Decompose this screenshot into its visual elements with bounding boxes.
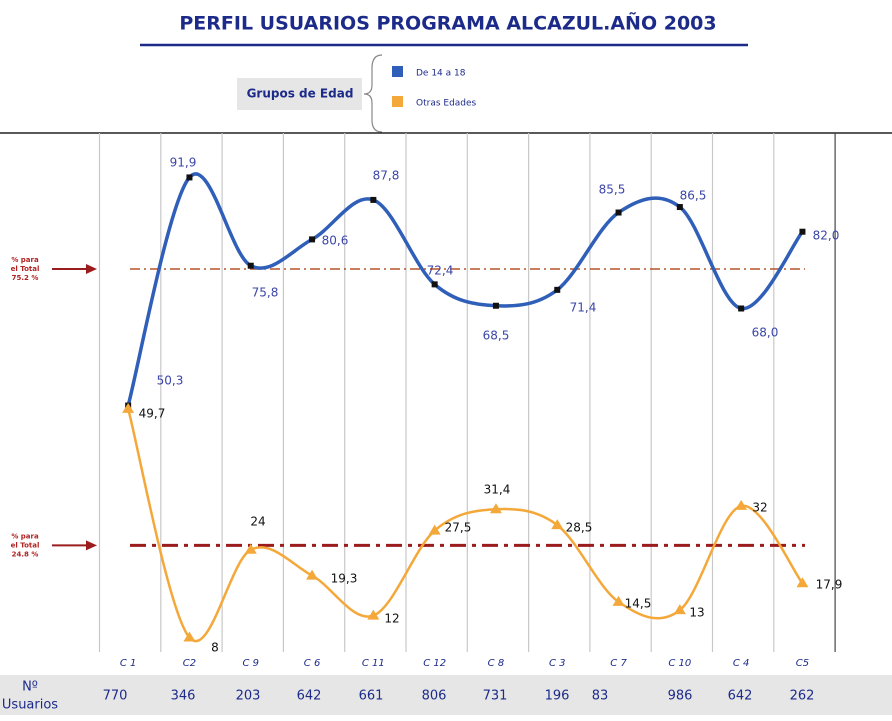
data-label: 28,5 bbox=[566, 521, 593, 535]
users-label: Nº bbox=[22, 680, 38, 695]
users-value: 196 bbox=[545, 689, 570, 704]
point-marker bbox=[367, 609, 380, 620]
data-label: 31,4 bbox=[484, 483, 511, 497]
data-label: 82,0 bbox=[813, 229, 840, 243]
reference-label: el Total bbox=[11, 541, 40, 549]
point-marker bbox=[738, 305, 745, 312]
data-label: 75,8 bbox=[252, 286, 279, 300]
point-marker bbox=[306, 569, 319, 580]
users-value: 346 bbox=[171, 689, 196, 704]
data-label: 72,4 bbox=[427, 264, 454, 278]
x-tick-label: C 8 bbox=[488, 658, 505, 669]
reference-label: % para bbox=[11, 532, 39, 540]
data-label: 13 bbox=[689, 606, 704, 620]
data-label: 12 bbox=[384, 612, 399, 626]
point-marker bbox=[247, 262, 254, 269]
point-marker bbox=[489, 503, 502, 514]
data-label: 71,4 bbox=[570, 301, 597, 315]
users-value: 661 bbox=[359, 689, 384, 704]
users-value: 262 bbox=[790, 689, 815, 704]
users-value: 642 bbox=[297, 689, 322, 704]
point-marker bbox=[673, 604, 686, 615]
x-tick-label: C 1 bbox=[120, 658, 137, 669]
point-marker bbox=[612, 595, 625, 606]
point-marker bbox=[309, 236, 316, 243]
data-label: 19,3 bbox=[331, 572, 358, 586]
reference-arrowhead bbox=[86, 540, 97, 551]
point-marker bbox=[122, 402, 135, 413]
x-tick-label: C5 bbox=[796, 658, 809, 669]
point-marker bbox=[676, 204, 683, 211]
x-tick-label: C 3 bbox=[549, 658, 566, 669]
x-tick-label: C 11 bbox=[362, 658, 385, 669]
legend-swatch bbox=[392, 96, 403, 107]
reference-label: 75.2 % bbox=[12, 274, 39, 282]
x-tick-label: C 10 bbox=[668, 658, 691, 669]
series-line bbox=[126, 408, 804, 643]
point-marker bbox=[186, 174, 193, 181]
data-label: 87,8 bbox=[373, 169, 400, 183]
point-marker bbox=[615, 209, 622, 216]
users-value: 203 bbox=[236, 689, 261, 704]
point-marker bbox=[244, 543, 257, 554]
legend-brace bbox=[363, 54, 383, 133]
point-marker bbox=[735, 499, 748, 510]
data-label: 86,5 bbox=[680, 189, 707, 203]
legend-title: Grupos de Edad bbox=[247, 87, 354, 101]
users-value: 986 bbox=[668, 689, 693, 704]
data-label: 17,9 bbox=[816, 578, 843, 592]
users-value: 83 bbox=[592, 689, 609, 704]
data-label: 49,7 bbox=[139, 407, 166, 421]
reference-label: 24.8 % bbox=[12, 550, 39, 558]
reference-arrowhead bbox=[86, 264, 97, 275]
point-marker bbox=[796, 577, 809, 588]
reference-label: el Total bbox=[11, 265, 40, 273]
data-label: 85,5 bbox=[599, 183, 626, 197]
users-value: 770 bbox=[103, 689, 128, 704]
data-label: 14,5 bbox=[625, 597, 652, 611]
users-value: 642 bbox=[728, 689, 753, 704]
point-marker bbox=[492, 302, 499, 309]
data-label: 50,3 bbox=[157, 374, 184, 388]
point-marker bbox=[428, 524, 441, 535]
chart-title: PERFIL USUARIOS PROGRAMA ALCAZUL.AÑO 200… bbox=[179, 11, 716, 35]
legend-label: De 14 a 18 bbox=[416, 69, 466, 79]
series-line bbox=[126, 172, 804, 407]
point-marker bbox=[183, 631, 196, 642]
users-label: Usuarios bbox=[2, 698, 58, 713]
legend-title-box bbox=[237, 78, 362, 110]
x-tick-label: C2 bbox=[183, 658, 196, 669]
legend-swatch bbox=[392, 66, 403, 77]
point-marker bbox=[799, 228, 806, 235]
point-marker bbox=[551, 519, 564, 530]
users-value: 731 bbox=[483, 689, 508, 704]
data-label: 91,9 bbox=[170, 156, 197, 170]
data-label: 8 bbox=[211, 641, 219, 655]
x-tick-label: C 7 bbox=[610, 658, 627, 669]
x-tick-label: C 6 bbox=[304, 658, 321, 669]
data-label: 80,6 bbox=[322, 234, 349, 248]
x-tick-label: C 4 bbox=[733, 658, 750, 669]
legend-label: Otras Edades bbox=[416, 99, 477, 109]
point-marker bbox=[370, 196, 377, 203]
data-label: 24 bbox=[250, 515, 265, 529]
data-label: 32 bbox=[752, 501, 767, 515]
point-marker bbox=[431, 281, 438, 288]
users-value: 806 bbox=[422, 689, 447, 704]
x-tick-label: C 12 bbox=[423, 658, 446, 669]
data-label: 68,0 bbox=[752, 326, 779, 340]
x-tick-label: C 9 bbox=[242, 658, 259, 669]
reference-label: % para bbox=[11, 256, 39, 264]
users-band bbox=[0, 675, 892, 715]
data-label: 68,5 bbox=[483, 329, 510, 343]
point-marker bbox=[554, 286, 561, 293]
data-label: 27,5 bbox=[445, 521, 472, 535]
